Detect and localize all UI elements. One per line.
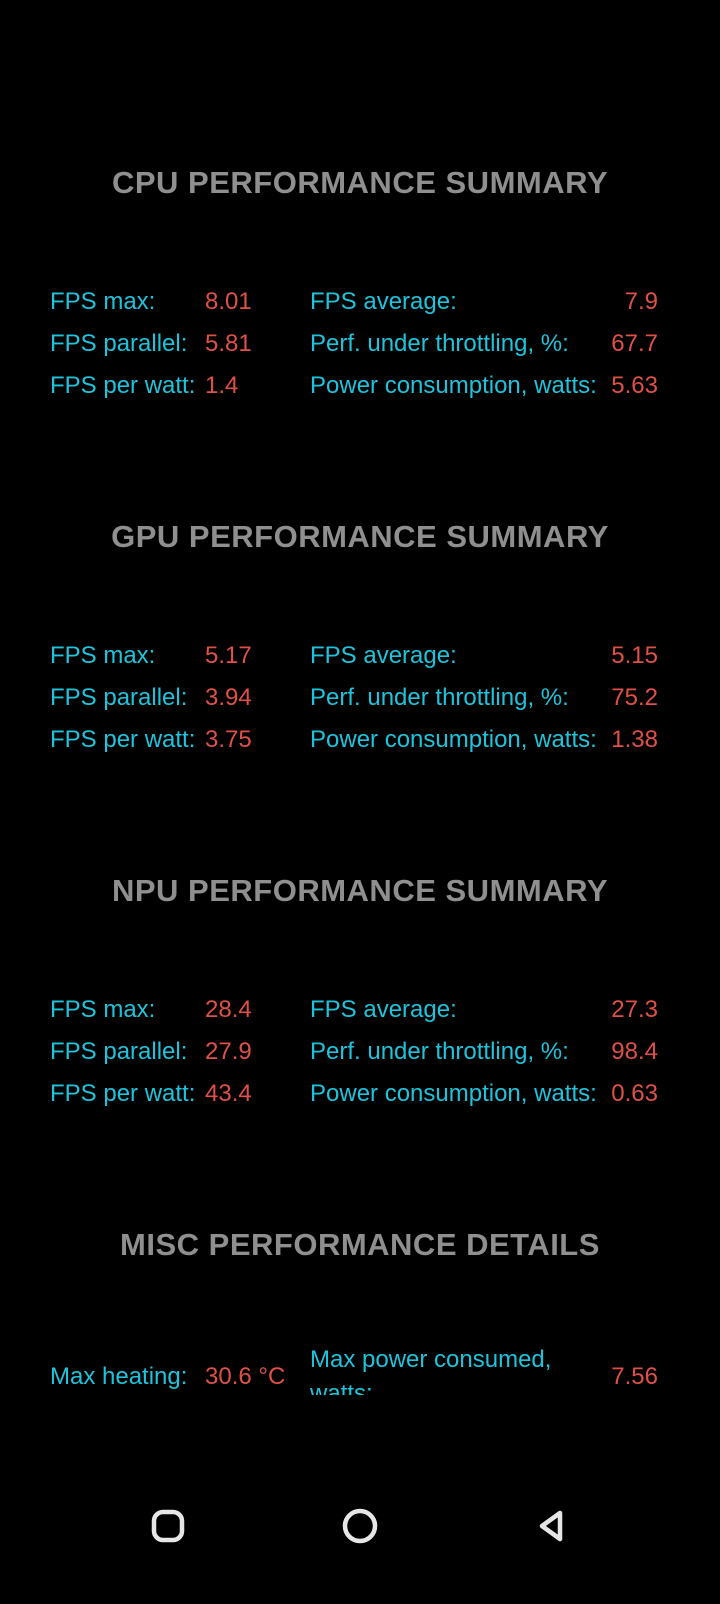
metric-value: 27.9 — [205, 1038, 252, 1065]
cpu-section-title: CPU PERFORMANCE SUMMARY — [111, 165, 609, 200]
metric-label: FPS parallel: — [50, 1038, 188, 1065]
metric-label: FPS average: — [310, 996, 457, 1023]
misc-section-title: MISC PERFORMANCE DETAILS — [120, 1227, 600, 1262]
metric-value: 7.56 — [611, 1363, 658, 1390]
metric-value: 5.15 — [611, 642, 658, 669]
misc-metrics-grid: Max heating: 30.6 °C Max power consumed,… — [0, 1343, 720, 1395]
metric-value: 1.4 — [205, 372, 239, 399]
cpu-metrics-grid: FPS max: 8.01 FPS average: 7.9 FPS paral… — [0, 281, 720, 407]
gpu-section-title: GPU PERFORMANCE SUMMARY — [111, 519, 609, 554]
home-circle-icon — [340, 1506, 380, 1549]
metric-value: 5.17 — [205, 642, 252, 669]
metric-value: 7.9 — [624, 288, 658, 315]
recents-square-icon — [149, 1507, 187, 1548]
metric-label: FPS per watt: — [50, 726, 196, 753]
metric-label: Power consumption, watts: — [310, 1080, 597, 1107]
home-button[interactable] — [328, 1495, 392, 1559]
gpu-performance-section: GPU PERFORMANCE SUMMARY FPS max: 5.17 FP… — [0, 519, 720, 761]
metric-label: FPS max: — [50, 288, 156, 315]
metric-value: 5.81 — [205, 330, 252, 357]
metric-value: 43.4 — [205, 1080, 252, 1107]
metric-value: 8.01 — [205, 288, 252, 315]
metric-label: Max power consumed, watts: — [310, 1346, 552, 1395]
back-triangle-icon — [533, 1507, 571, 1548]
status-bar — [0, 0, 720, 44]
metric-label: Perf. under throttling, %: — [310, 684, 569, 711]
metric-value: 67.7 — [611, 330, 658, 357]
metric-label: FPS parallel: — [50, 684, 188, 711]
metric-label: FPS average: — [310, 642, 457, 669]
metric-label: FPS parallel: — [50, 330, 188, 357]
misc-performance-section: MISC PERFORMANCE DETAILS Max heating: 30… — [0, 1227, 720, 1395]
metric-label: FPS max: — [50, 642, 156, 669]
metric-label: FPS max: — [50, 996, 156, 1023]
metric-label: Perf. under throttling, %: — [310, 1038, 569, 1065]
npu-metrics-grid: FPS max: 28.4 FPS average: 27.3 FPS para… — [0, 989, 720, 1115]
npu-section-title: NPU PERFORMANCE SUMMARY — [111, 873, 609, 908]
metric-label: FPS per watt: — [50, 1080, 196, 1107]
metric-value: 3.94 — [205, 684, 252, 711]
npu-performance-section: NPU PERFORMANCE SUMMARY FPS max: 28.4 FP… — [0, 873, 720, 1115]
metric-value: 3.75 — [205, 726, 252, 753]
metric-value: 30.6 °C — [205, 1363, 286, 1390]
metric-value: 98.4 — [611, 1038, 658, 1065]
android-navigation-bar — [0, 1482, 720, 1572]
metric-label: Perf. under throttling, %: — [310, 330, 569, 357]
metric-label: Power consumption, watts: — [310, 726, 597, 753]
metric-label: FPS average: — [310, 288, 457, 315]
metric-value: 1.38 — [611, 726, 658, 753]
metric-value: 5.63 — [611, 372, 658, 399]
recents-button[interactable] — [136, 1495, 200, 1559]
metric-value: 28.4 — [205, 996, 252, 1023]
back-button[interactable] — [520, 1495, 584, 1559]
metric-value: 27.3 — [611, 996, 658, 1023]
gpu-metrics-grid: FPS max: 5.17 FPS average: 5.15 FPS para… — [0, 635, 720, 761]
metric-value: 0.63 — [611, 1080, 658, 1107]
cpu-performance-section: CPU PERFORMANCE SUMMARY FPS max: 8.01 FP… — [0, 44, 720, 407]
metric-label: Power consumption, watts: — [310, 372, 597, 399]
metric-label: FPS per watt: — [50, 372, 196, 399]
metric-value: 75.2 — [611, 684, 658, 711]
metric-label: Max heating: — [50, 1363, 188, 1390]
